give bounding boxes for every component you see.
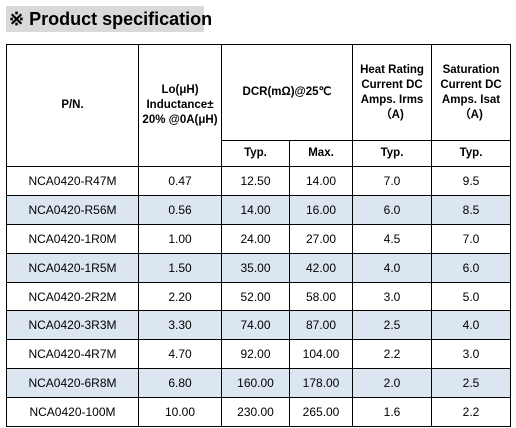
header-dcr-typ: Typ. bbox=[221, 140, 290, 167]
cell-inductance: 1.50 bbox=[138, 252, 222, 283]
cell-dcr-max: 27.00 bbox=[288, 223, 354, 254]
cell-dcr-typ: 52.00 bbox=[221, 281, 290, 312]
header-heat-rating: Heat Rating Current DC Amps. Irms（A) bbox=[352, 44, 433, 141]
table-row: NCA0420-1R0M 1.00 24.00 27.00 4.5 7.0 bbox=[6, 223, 512, 254]
header-irms-typ: Typ. bbox=[352, 140, 433, 167]
cell-pn: NCA0420-R56M bbox=[6, 194, 139, 225]
header-dcr-max: Max. bbox=[288, 140, 354, 167]
cell-pn: NCA0420-3R3M bbox=[6, 310, 139, 341]
cell-inductance: 0.47 bbox=[138, 166, 222, 196]
cell-inductance: 2.20 bbox=[138, 281, 222, 312]
table-row: NCA0420-R47M 0.47 12.50 14.00 7.0 9.5 bbox=[6, 166, 512, 196]
header-isat-typ: Typ. bbox=[431, 140, 512, 167]
cell-inductance: 6.80 bbox=[138, 368, 222, 399]
cell-irms: 4.5 bbox=[352, 223, 433, 254]
header-inductance: Lo(μH) Inductance± 20% @0A(μH) bbox=[138, 44, 222, 167]
header-saturation: Saturation Current DC Amps. Isat（A) bbox=[431, 44, 512, 141]
cell-inductance: 3.30 bbox=[138, 310, 222, 341]
table-row: NCA0420-6R8M 6.80 160.00 178.00 2.0 2.5 bbox=[6, 368, 512, 399]
cell-pn: NCA0420-1R0M bbox=[6, 223, 139, 254]
cell-isat: 2.2 bbox=[431, 397, 512, 428]
cell-pn: NCA0420-2R2M bbox=[6, 281, 139, 312]
cell-isat: 8.5 bbox=[431, 194, 512, 225]
cell-dcr-max: 58.00 bbox=[288, 281, 354, 312]
cell-dcr-max: 178.00 bbox=[288, 368, 354, 399]
cell-isat: 5.0 bbox=[431, 281, 512, 312]
cell-irms: 2.2 bbox=[352, 339, 433, 370]
header-pn: P/N. bbox=[6, 44, 139, 167]
section-title: ※ Product specification bbox=[9, 8, 213, 29]
cell-dcr-max: 14.00 bbox=[288, 166, 354, 196]
table-row: NCA0420-R56M 0.56 14.00 16.00 6.0 8.5 bbox=[6, 194, 512, 225]
table-row: NCA0420-2R2M 2.20 52.00 58.00 3.0 5.0 bbox=[6, 281, 512, 312]
cell-irms: 2.0 bbox=[352, 368, 433, 399]
cell-pn: NCA0420-6R8M bbox=[6, 368, 139, 399]
cell-irms: 1.6 bbox=[352, 397, 433, 428]
cell-inductance: 0.56 bbox=[138, 194, 222, 225]
cell-inductance: 4.70 bbox=[138, 339, 222, 370]
table-row: NCA0420-1R5M 1.50 35.00 42.00 4.0 6.0 bbox=[6, 252, 512, 283]
cell-dcr-max: 16.00 bbox=[288, 194, 354, 225]
cell-inductance: 10.00 bbox=[138, 397, 222, 428]
cell-pn: NCA0420-4R7M bbox=[6, 339, 139, 370]
cell-irms: 7.0 bbox=[352, 166, 433, 196]
cell-irms: 6.0 bbox=[352, 194, 433, 225]
table-row: NCA0420-3R3M 3.30 74.00 87.00 2.5 4.0 bbox=[6, 310, 512, 341]
cell-inductance: 1.00 bbox=[138, 223, 222, 254]
cell-pn: NCA0420-R47M bbox=[6, 166, 139, 196]
cell-isat: 3.0 bbox=[431, 339, 512, 370]
cell-dcr-max: 265.00 bbox=[288, 397, 354, 428]
cell-pn: NCA0420-1R5M bbox=[6, 252, 139, 283]
cell-dcr-typ: 24.00 bbox=[221, 223, 290, 254]
cell-isat: 2.5 bbox=[431, 368, 512, 399]
cell-isat: 7.0 bbox=[431, 223, 512, 254]
cell-pn: NCA0420-100M bbox=[6, 397, 139, 428]
cell-isat: 6.0 bbox=[431, 252, 512, 283]
cell-dcr-max: 87.00 bbox=[288, 310, 354, 341]
cell-irms: 4.0 bbox=[352, 252, 433, 283]
header-dcr: DCR(mΩ)@25℃ bbox=[220, 44, 354, 141]
cell-dcr-typ: 12.50 bbox=[221, 166, 290, 196]
cell-dcr-typ: 230.00 bbox=[221, 397, 290, 428]
cell-dcr-max: 104.00 bbox=[288, 339, 354, 370]
cell-isat: 9.5 bbox=[431, 166, 512, 196]
cell-dcr-max: 42.00 bbox=[288, 252, 354, 283]
cell-irms: 3.0 bbox=[352, 281, 433, 312]
cell-dcr-typ: 160.00 bbox=[221, 368, 290, 399]
table-row: NCA0420-4R7M 4.70 92.00 104.00 2.2 3.0 bbox=[6, 339, 512, 370]
cell-dcr-typ: 14.00 bbox=[221, 194, 290, 225]
cell-irms: 2.5 bbox=[352, 310, 433, 341]
cell-dcr-typ: 92.00 bbox=[221, 339, 290, 370]
table-row: NCA0420-100M 10.00 230.00 265.00 1.6 2.2 bbox=[6, 397, 512, 428]
section-title-bar: ※ Product specification bbox=[6, 6, 212, 32]
cell-dcr-typ: 35.00 bbox=[221, 252, 290, 283]
cell-isat: 4.0 bbox=[431, 310, 512, 341]
spec-table: P/N. Lo(μH) Inductance± 20% @0A(μH) DCR(… bbox=[6, 44, 512, 428]
cell-dcr-typ: 74.00 bbox=[221, 310, 290, 341]
